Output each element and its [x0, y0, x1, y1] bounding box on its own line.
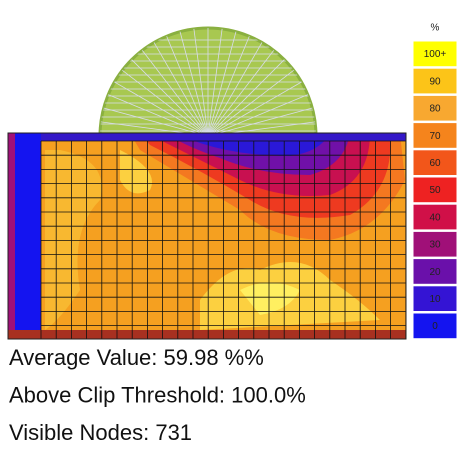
- stat-line: Above Clip Threshold: 100.0%: [9, 383, 306, 408]
- legend-title: %: [431, 23, 440, 34]
- legend-swatch: [412, 67, 458, 95]
- legend-label: 70: [429, 131, 441, 142]
- stat-line: Average Value: 59.98 %%: [9, 345, 264, 370]
- legend-swatch: [412, 149, 458, 177]
- legend-swatch: [412, 230, 458, 258]
- dome: [98, 26, 318, 138]
- stats: Average Value: 59.98 %% Above Clip Thresh…: [9, 345, 306, 445]
- legend-swatch: [412, 203, 458, 231]
- legend-label: 30: [429, 240, 441, 251]
- legend-label: 20: [429, 267, 441, 278]
- stat-line: Visible Nodes: 731: [9, 420, 192, 445]
- legend-label: 60: [429, 158, 441, 169]
- legend-swatch: [412, 94, 458, 122]
- legend-label: 80: [429, 104, 441, 115]
- legend-label: 100+: [424, 49, 447, 60]
- legend-label: 0: [432, 321, 438, 332]
- legend-label: 90: [429, 76, 441, 87]
- plot-frame: [7, 132, 407, 340]
- legend-swatch: [412, 285, 458, 312]
- legend-label: 50: [429, 185, 441, 196]
- legend-swatch: [412, 312, 458, 340]
- legend: % 100+ 90 80 70 60 50 40 30 20 10 0: [412, 23, 458, 340]
- contour-plot: [8, 133, 406, 339]
- legend-swatch: [412, 40, 458, 68]
- legend-label: 40: [429, 212, 441, 223]
- legend-swatch: [412, 258, 458, 285]
- legend-swatch: [412, 176, 458, 204]
- legend-swatch: [412, 122, 458, 149]
- legend-label: 10: [429, 294, 441, 305]
